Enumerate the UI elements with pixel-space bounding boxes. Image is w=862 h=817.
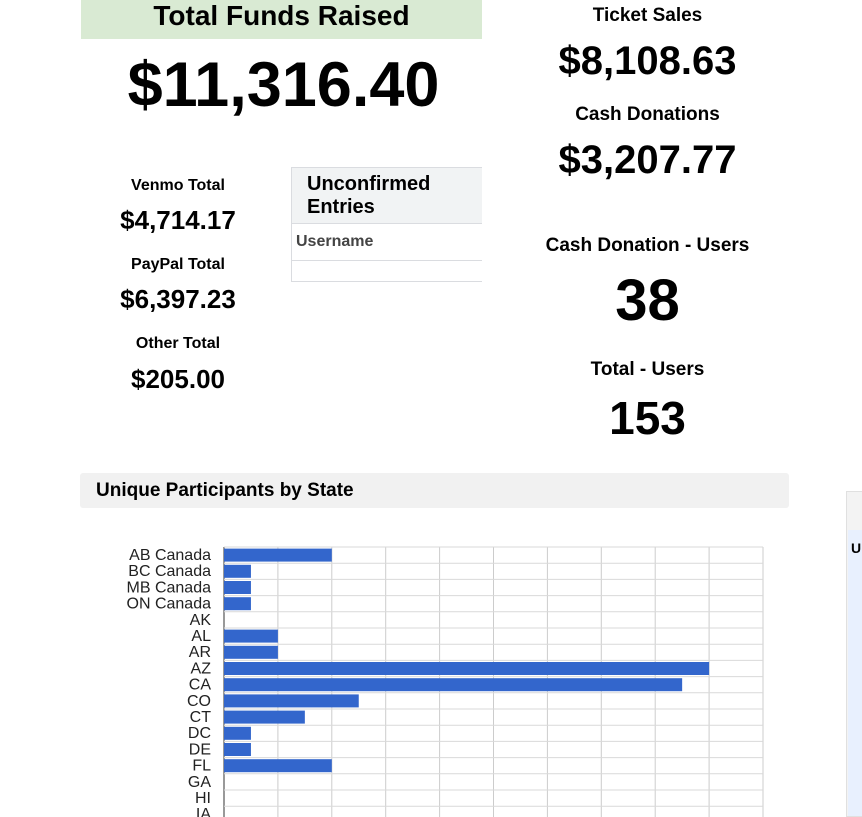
venmo-label: Venmo Total — [131, 177, 225, 194]
cash-donations-value: $3,207.77 — [558, 138, 737, 182]
bar-mb-canada — [224, 581, 251, 594]
bar-bc-canada — [224, 564, 251, 578]
bar-de — [224, 743, 251, 756]
other-label: Other Total — [135, 335, 221, 352]
venmo-value: $4,714.17 — [120, 205, 236, 235]
category-label: CO — [187, 693, 211, 710]
category-label: IA — [196, 806, 211, 817]
ticket-sales-label: Ticket Sales — [592, 5, 703, 26]
bar-al — [224, 629, 278, 643]
category-label: AB Canada — [129, 547, 211, 564]
bar-az — [224, 662, 710, 675]
unconfirmed-entries-table: Unconfirmed Entries Username — [291, 167, 482, 282]
category-label: DE — [189, 741, 211, 758]
category-label: CA — [189, 677, 212, 694]
category-label: FL — [192, 758, 211, 775]
total-funds-title: Total Funds Raised — [81, 0, 482, 39]
unconfirmed-entries-title: Unconfirmed Entries — [292, 168, 482, 224]
other-value: $205.00 — [131, 364, 225, 394]
category-label: HI — [195, 790, 211, 807]
chart-title: Unique Participants by State — [80, 473, 789, 508]
bar-ct — [224, 710, 305, 724]
bar-ar — [224, 645, 278, 659]
category-label: BC Canada — [128, 563, 211, 580]
adjacent-table-edge: U — [846, 491, 862, 817]
bar-dc — [224, 726, 251, 740]
bar-ab-canada — [224, 548, 332, 562]
bar-on-canada — [224, 597, 251, 611]
category-label: ON Canada — [127, 596, 212, 613]
adjacent-table-header-letter: U — [851, 540, 862, 556]
username-column-header[interactable]: Username — [292, 224, 482, 261]
category-label: AZ — [191, 660, 212, 677]
adjacent-table-strip — [848, 530, 862, 816]
category-label: MB Canada — [127, 579, 212, 596]
category-label: CT — [190, 709, 212, 726]
category-label: AL — [191, 628, 211, 645]
paypal-value: $6,397.23 — [120, 284, 236, 314]
total-funds-value: $11,316.40 — [127, 50, 440, 120]
category-label: GA — [188, 774, 211, 791]
bar-ca — [224, 678, 683, 692]
cash-donation-users-label: Cash Donation - Users — [545, 235, 750, 256]
category-label: AK — [190, 612, 212, 629]
bar-fl — [224, 759, 332, 773]
ticket-sales-value: $8,108.63 — [558, 39, 737, 83]
total-users-label: Total - Users — [590, 359, 705, 380]
paypal-label: PayPal Total — [131, 256, 225, 273]
category-label: AR — [189, 644, 211, 661]
category-label: DC — [188, 725, 211, 742]
cash-donations-label: Cash Donations — [575, 104, 720, 125]
total-users-value: 153 — [609, 392, 686, 444]
cash-donation-users-value: 38 — [615, 268, 680, 333]
bar-co — [224, 694, 359, 708]
